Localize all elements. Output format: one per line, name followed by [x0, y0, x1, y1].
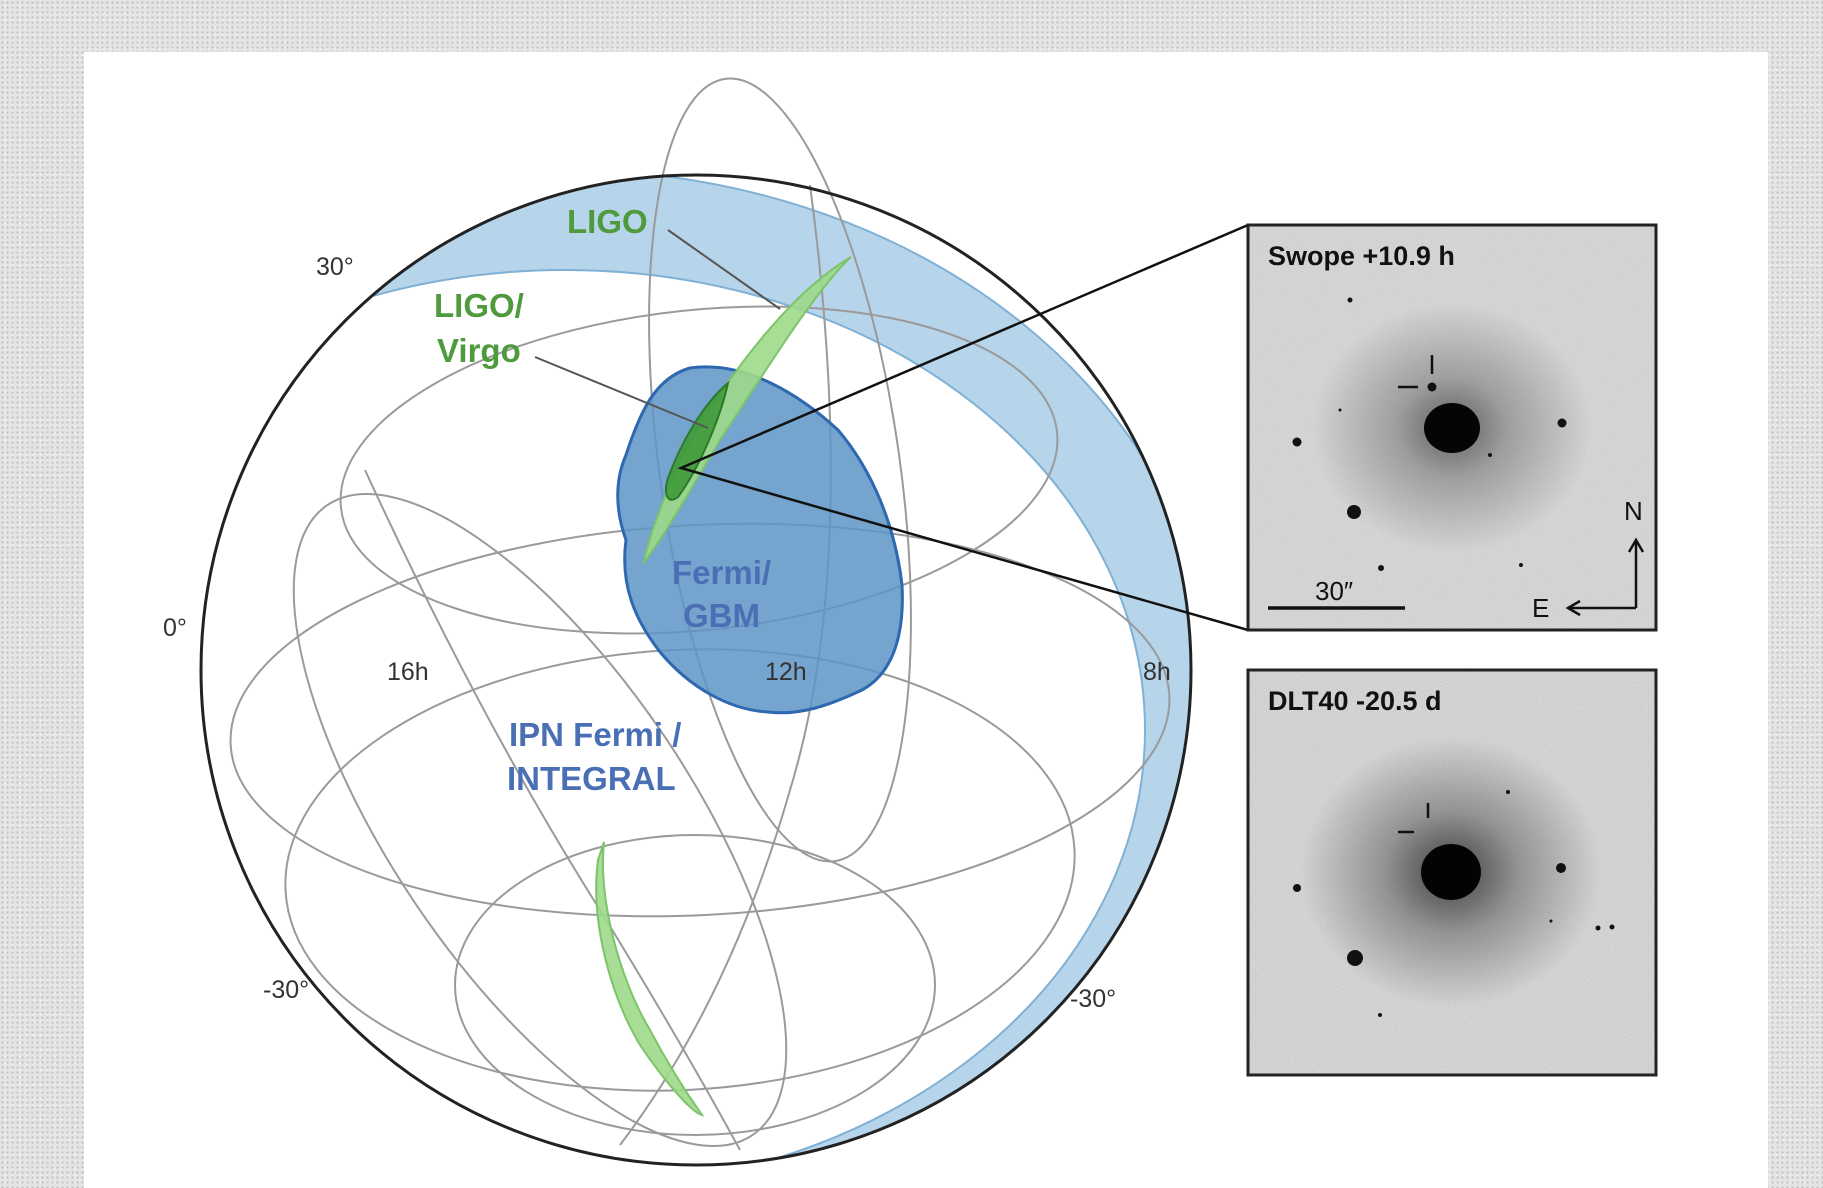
- dlt40-title: DLT40 -20.5 d: [1268, 686, 1442, 716]
- sky-grid: [229, 77, 1171, 1151]
- swope-frame: [1246, 223, 1658, 632]
- dec-label-0: 0°: [163, 614, 187, 642]
- dec-label-minus30-left: -30°: [263, 976, 309, 1004]
- ra-label-12h: 12h: [765, 658, 807, 686]
- ligo-region-north: [642, 256, 852, 566]
- compass-north-label: N: [1624, 496, 1643, 526]
- ligo-virgo-leader-line: [534, 356, 709, 429]
- ipn-label-line1: IPN Fermi /: [509, 716, 681, 753]
- ligo-virgo-label-line2: Virgo: [437, 332, 521, 369]
- dlt40-stars: [1293, 790, 1615, 1017]
- sky-globe: 30° 0° -30° -30° 16h 12h 8h LIGO LIGO/ V…: [163, 77, 1249, 1167]
- ligo-region-south: [595, 841, 705, 1117]
- zoom-lines: [677, 223, 1249, 632]
- dlt40-galaxy-core: [1421, 844, 1481, 900]
- swope-inset: 30″ N E Swope +10.9 h: [1246, 223, 1658, 632]
- ligo-label: LIGO: [567, 203, 648, 240]
- globe-outline: [199, 173, 1193, 1167]
- compass-arrows: [1565, 537, 1645, 617]
- fermi-gbm-label-line1: Fermi/: [672, 554, 771, 591]
- dec-label-30: 30°: [316, 253, 354, 281]
- swope-transient-marker: [1398, 355, 1434, 389]
- ra-label-16h: 16h: [387, 658, 429, 686]
- swope-stars: [1292, 297, 1567, 571]
- dlt40-frame: [1246, 668, 1658, 1077]
- dlt40-inset: DLT40 -20.5 d: [1246, 668, 1658, 1077]
- dec-label-minus30-right: -30°: [1070, 985, 1116, 1013]
- ra-label-8h: 8h: [1143, 658, 1171, 686]
- ligo-virgo-label-line1: LIGO/: [434, 287, 524, 324]
- fermi-gbm-label-line2: GBM: [683, 597, 760, 634]
- dlt40-transient-marker: [1398, 803, 1430, 834]
- swope-galaxy-core: [1424, 403, 1480, 453]
- swope-title: Swope +10.9 h: [1268, 241, 1455, 271]
- compass-east-label: E: [1532, 593, 1549, 623]
- swope-scale-label: 30″: [1315, 576, 1353, 606]
- ligo-leader-line: [667, 229, 781, 310]
- ipn-label-line2: INTEGRAL: [507, 760, 676, 797]
